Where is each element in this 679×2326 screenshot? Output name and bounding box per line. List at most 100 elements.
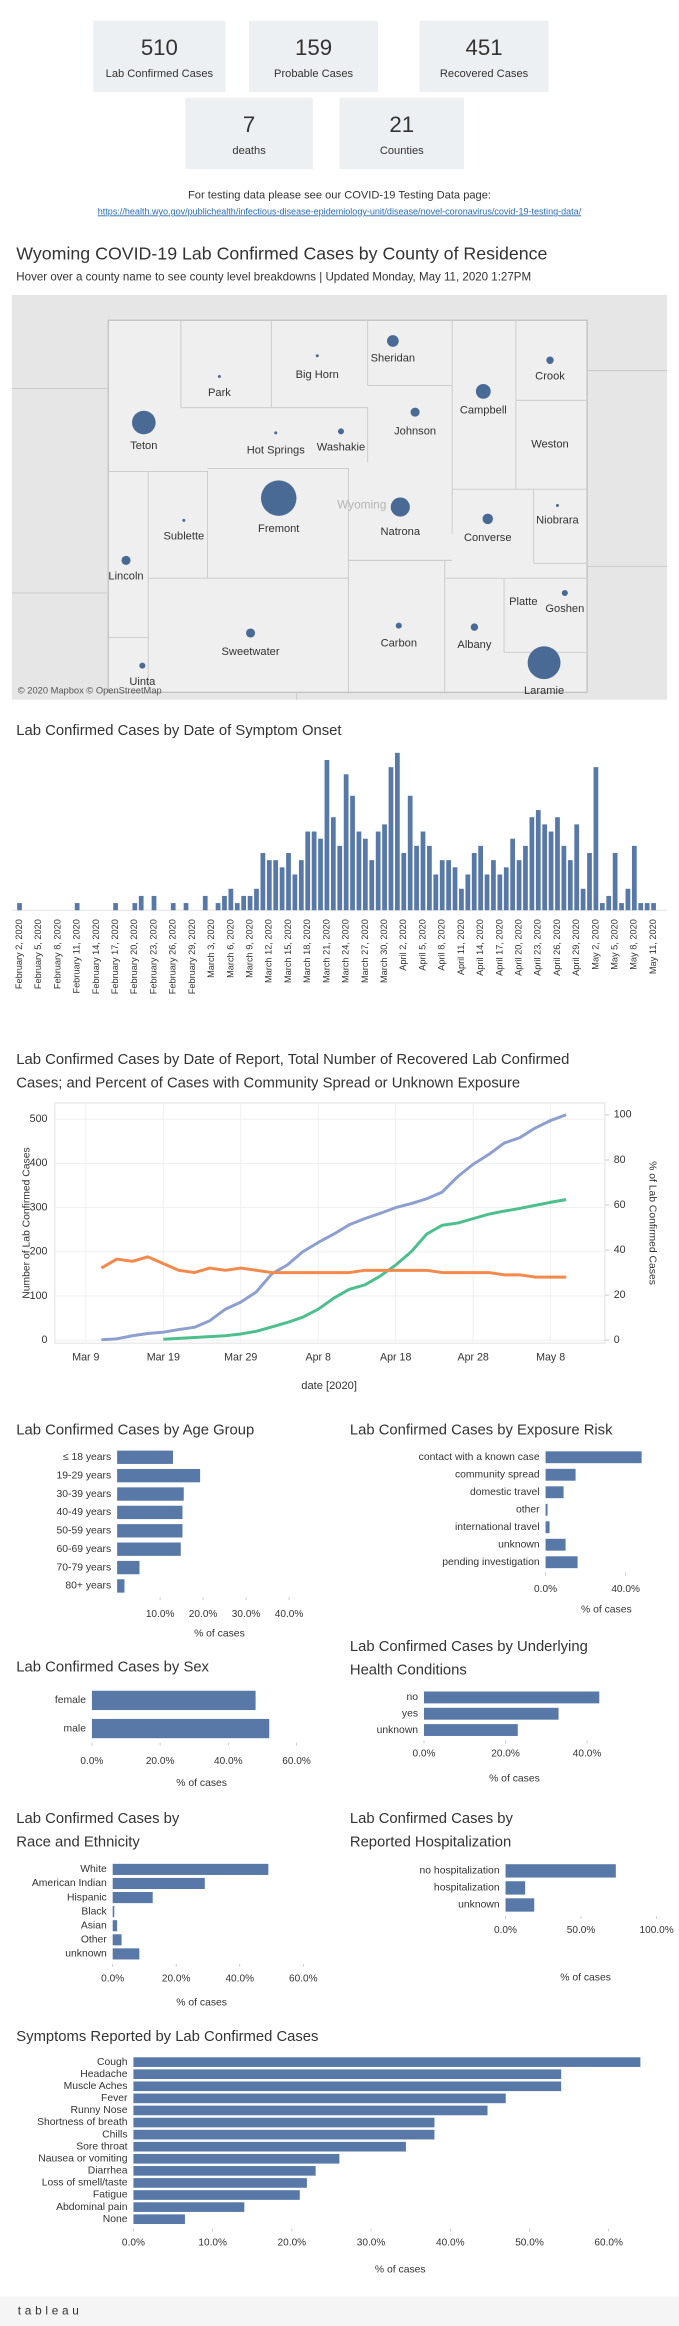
- bar: [382, 824, 387, 911]
- county-bubble: [470, 623, 479, 631]
- x-tick-label: February 26, 2020: [168, 919, 178, 994]
- x-tick-label: April 17, 2020: [494, 919, 504, 976]
- x-tick-label: Apr 28: [457, 1352, 488, 1364]
- bar: [420, 831, 426, 911]
- y-tick-label: 200: [30, 1246, 48, 1258]
- bar: [117, 1487, 184, 1501]
- footer-bar: [0, 2296, 679, 2326]
- chart-title: Lab Confirmed Cases by Date of Report, T…: [16, 1052, 569, 1068]
- county-bubble: [260, 480, 297, 516]
- bar: [612, 853, 618, 911]
- county-borders: [11, 320, 668, 700]
- x-tick-label: April 29, 2020: [571, 919, 581, 976]
- county-bubble: [182, 518, 186, 522]
- x-tick-label: Mar 29: [224, 1352, 257, 1364]
- x-tick-label: 0.0%: [101, 1974, 124, 1985]
- bar: [298, 860, 304, 911]
- category-label: Diarrhea: [88, 2166, 128, 2177]
- chart-title: Lab Confirmed Cases by: [16, 1811, 180, 1827]
- y2-tick-label: 0: [614, 1334, 620, 1346]
- county-bubble: [390, 497, 410, 517]
- county-bubble: [561, 589, 568, 597]
- x-tick-label: February 23, 2020: [148, 919, 158, 994]
- bar: [356, 831, 362, 911]
- bar: [545, 1556, 578, 1569]
- county-label: Crook: [535, 370, 565, 382]
- map-attribution: © 2020 Mapbox © OpenStreetMap: [18, 685, 162, 695]
- x-axis-title: date [2020]: [301, 1380, 357, 1392]
- bar: [491, 860, 496, 911]
- category-label: 19-29 years: [56, 1470, 111, 1481]
- bar: [545, 1503, 548, 1516]
- county-bubble: [246, 628, 256, 638]
- category-label: Chills: [102, 2129, 127, 2140]
- county-label: Albany: [457, 639, 491, 651]
- x-tick-label: April 8, 2020: [437, 919, 447, 971]
- bar: [292, 874, 298, 911]
- kpi-tile: [419, 20, 549, 92]
- bar: [133, 2069, 562, 2080]
- kpi-value: 451: [466, 35, 503, 60]
- bar: [337, 845, 343, 911]
- county-bubble: [555, 504, 559, 508]
- county-label: Washakie: [317, 442, 365, 454]
- x-tick-label: May 5, 2020: [610, 919, 620, 970]
- x-tick-label: 60.0%: [282, 1756, 311, 1767]
- category-label: Muscle Aches: [64, 2081, 128, 2092]
- bar: [644, 903, 650, 911]
- x-tick-label: 10.0%: [146, 1609, 175, 1620]
- county-label: Goshen: [545, 603, 584, 615]
- bar: [452, 867, 458, 911]
- map-title: Wyoming COVID-19 Lab Confirmed Cases by …: [16, 244, 547, 264]
- y-tick-label: 400: [30, 1157, 48, 1169]
- x-tick-label: April 14, 2020: [475, 919, 485, 976]
- kpi-tile: [339, 97, 465, 170]
- bar: [427, 845, 432, 911]
- x-tick-label: 40.0%: [611, 1584, 640, 1595]
- bar: [433, 874, 439, 911]
- x-tick-label: Apr 18: [380, 1352, 411, 1364]
- x-tick-label: April 2, 2020: [398, 919, 408, 971]
- bar: [17, 903, 22, 911]
- bar: [311, 831, 317, 911]
- kpi-tile: [249, 20, 379, 92]
- county-label: Campbell: [460, 405, 507, 417]
- x-tick-label: Apr 8: [306, 1352, 332, 1364]
- county-label: Teton: [130, 440, 157, 452]
- bar: [117, 1468, 201, 1483]
- bar: [567, 860, 573, 911]
- category-label: None: [103, 2214, 128, 2225]
- x-tick-label: 50.0%: [515, 2238, 544, 2249]
- bar: [254, 888, 259, 911]
- testing-link[interactable]: https://health.wyo.gov/publichealth/infe…: [98, 206, 582, 216]
- bar: [561, 845, 567, 911]
- category-label: unknown: [377, 1725, 419, 1736]
- county-bubble: [315, 354, 319, 358]
- category-label: pending investigation: [442, 1557, 540, 1568]
- chart-title: Lab Confirmed Cases by Age Group: [16, 1423, 254, 1439]
- x-tick-label: March 18, 2020: [302, 919, 312, 983]
- x-axis-title: % of cases: [194, 1628, 245, 1639]
- x-tick-label: 40.0%: [214, 1756, 243, 1767]
- bar: [241, 895, 247, 911]
- testing-link-anchor[interactable]: https://health.wyo.gov/publichealth/infe…: [98, 206, 582, 216]
- category-label: 30-39 years: [56, 1489, 111, 1500]
- bar: [545, 1538, 566, 1551]
- chart-title: Race and Ethnicity: [16, 1835, 140, 1851]
- bar: [318, 838, 323, 911]
- category-label: Nausea or vomiting: [38, 2154, 127, 2165]
- bar: [112, 1906, 115, 1918]
- county-bubble: [274, 431, 278, 435]
- category-label: Headache: [80, 2069, 127, 2080]
- y2-tick-label: 100: [614, 1109, 632, 1121]
- footer-logo: tableau: [18, 2303, 83, 2317]
- bar: [555, 817, 560, 911]
- category-label: Runny Nose: [70, 2105, 127, 2116]
- bar: [133, 2057, 641, 2067]
- x-tick-label: March 6, 2020: [225, 919, 235, 978]
- county-bubble: [546, 356, 554, 364]
- category-label: ≤ 18 years: [63, 1452, 111, 1463]
- x-tick-label: April 5, 2020: [417, 919, 427, 971]
- category-label: 60-69 years: [56, 1544, 111, 1555]
- county-bubble: [217, 375, 221, 379]
